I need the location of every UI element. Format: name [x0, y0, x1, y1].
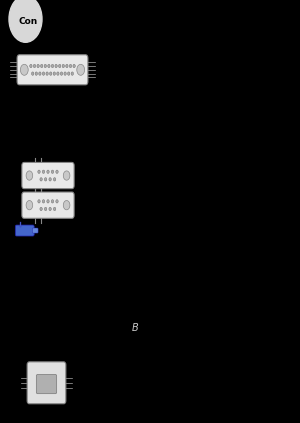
Circle shape — [30, 64, 32, 68]
Circle shape — [26, 201, 33, 210]
Circle shape — [49, 207, 51, 211]
Circle shape — [58, 64, 61, 68]
Circle shape — [26, 171, 33, 180]
Circle shape — [40, 64, 43, 68]
Circle shape — [64, 72, 66, 75]
FancyBboxPatch shape — [36, 374, 57, 394]
FancyBboxPatch shape — [22, 162, 74, 189]
Circle shape — [63, 171, 70, 180]
Circle shape — [47, 200, 49, 203]
Circle shape — [32, 72, 34, 75]
Circle shape — [51, 200, 54, 203]
Circle shape — [69, 64, 72, 68]
Circle shape — [51, 64, 54, 68]
Circle shape — [53, 207, 56, 211]
Circle shape — [55, 64, 57, 68]
Circle shape — [60, 72, 63, 75]
Circle shape — [37, 64, 39, 68]
Circle shape — [42, 170, 45, 173]
Circle shape — [57, 72, 59, 75]
Circle shape — [40, 178, 42, 181]
Circle shape — [42, 72, 45, 75]
FancyBboxPatch shape — [17, 55, 88, 85]
Circle shape — [77, 64, 85, 75]
Circle shape — [49, 178, 51, 181]
Circle shape — [53, 178, 56, 181]
Circle shape — [50, 72, 52, 75]
Circle shape — [44, 64, 46, 68]
Text: Con: Con — [18, 16, 38, 26]
Circle shape — [56, 200, 58, 203]
Circle shape — [44, 207, 47, 211]
Circle shape — [51, 170, 54, 173]
Bar — [20, 222, 21, 227]
Circle shape — [44, 178, 47, 181]
Circle shape — [53, 72, 56, 75]
Circle shape — [39, 72, 41, 75]
Circle shape — [47, 170, 49, 173]
Circle shape — [71, 72, 74, 75]
Circle shape — [48, 64, 50, 68]
Circle shape — [33, 64, 36, 68]
Text: B: B — [132, 323, 138, 333]
Circle shape — [73, 64, 75, 68]
Circle shape — [20, 64, 28, 75]
FancyBboxPatch shape — [22, 192, 74, 218]
Circle shape — [38, 200, 40, 203]
Circle shape — [38, 170, 40, 173]
Circle shape — [68, 72, 70, 75]
Circle shape — [40, 207, 42, 211]
Circle shape — [66, 64, 68, 68]
Circle shape — [9, 0, 42, 42]
Circle shape — [46, 72, 48, 75]
FancyBboxPatch shape — [15, 225, 34, 236]
Circle shape — [56, 170, 58, 173]
FancyBboxPatch shape — [27, 362, 66, 404]
Circle shape — [62, 64, 64, 68]
FancyBboxPatch shape — [32, 228, 38, 233]
Circle shape — [42, 200, 45, 203]
Circle shape — [35, 72, 38, 75]
Circle shape — [63, 201, 70, 210]
